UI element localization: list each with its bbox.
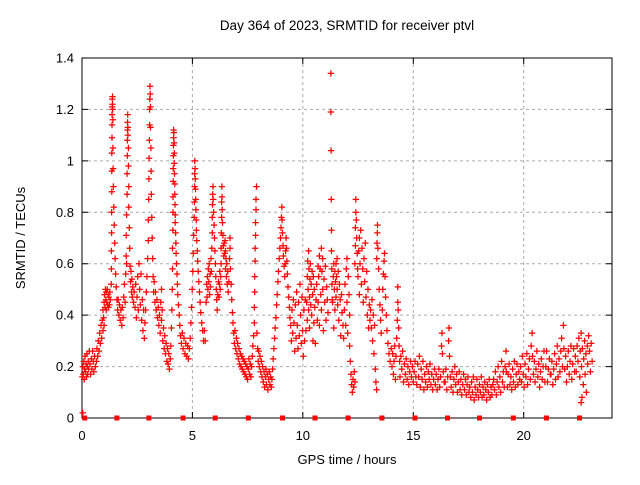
y-tick-label-0.4: 0.4 (56, 308, 74, 323)
square-marker (312, 415, 318, 421)
square-marker (477, 415, 482, 421)
square-marker (82, 415, 88, 421)
x-tick-label-10: 10 (296, 428, 310, 443)
square-marker (445, 415, 450, 421)
tick-marks (81, 57, 612, 419)
series-srmtid (79, 70, 596, 417)
y-tick-label-0.6: 0.6 (56, 256, 74, 271)
y-tick-label-1.2: 1.2 (56, 102, 74, 117)
square-marker (180, 415, 186, 421)
series-baseline-markers (82, 415, 582, 421)
axis-ticks (81, 57, 612, 419)
scatter-points (79, 70, 596, 421)
y-tick-label-1: 1 (67, 153, 74, 168)
y-tick-label-0.2: 0.2 (56, 359, 74, 374)
tick-labels: 0 5 10 15 20 0 0.2 0.4 0.6 0.8 1 1.2 1.4 (56, 51, 531, 444)
square-marker (510, 415, 516, 421)
x-tick-label-20: 20 (516, 428, 530, 443)
square-marker (345, 415, 351, 421)
y-axis-label: SRMTID / TECUs (13, 186, 28, 289)
x-tick-label-0: 0 (78, 428, 85, 443)
x-tick-label-5: 5 (189, 428, 196, 443)
y-tick-label-0: 0 (67, 411, 74, 426)
square-marker (280, 415, 285, 421)
square-marker (543, 415, 549, 421)
y-tick-label-0.8: 0.8 (56, 205, 74, 220)
square-marker (577, 415, 582, 421)
x-axis-label: GPS time / hours (298, 452, 397, 467)
square-marker (412, 415, 418, 421)
square-marker (379, 415, 385, 421)
y-tick-label-1.4: 1.4 (56, 51, 74, 66)
square-marker (212, 415, 218, 421)
chart-title: Day 364 of 2023, SRMTID for receiver ptv… (220, 18, 474, 33)
x-tick-label-15: 15 (406, 428, 420, 443)
grid-lines (82, 58, 612, 418)
plot-border (81, 57, 613, 419)
border-rect (81, 57, 613, 419)
square-marker (146, 415, 152, 421)
square-marker (245, 415, 251, 421)
grid-path (82, 58, 612, 418)
square-marker (114, 415, 120, 421)
